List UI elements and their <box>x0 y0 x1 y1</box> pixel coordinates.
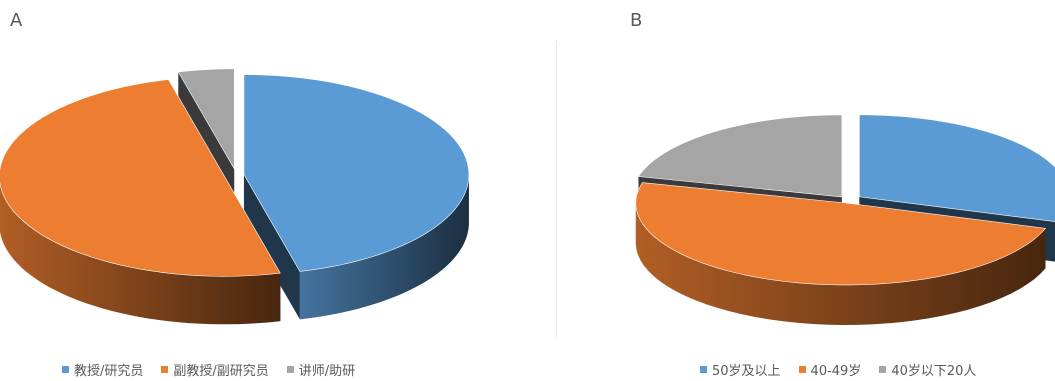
legend-label: 40岁以下20人 <box>891 364 977 379</box>
pie-slice-0 <box>243 74 470 272</box>
legend-label: 讲师/助研 <box>298 364 356 379</box>
panel-label-b: B <box>630 10 643 31</box>
legend-item: 50岁及以上 <box>700 360 781 379</box>
legend-item: 教授/研究员 <box>62 360 143 379</box>
legend-swatch <box>879 366 887 373</box>
pie-a <box>0 68 470 325</box>
pie-b <box>635 114 1055 325</box>
legend-swatch <box>161 366 169 373</box>
legend-b: 50岁及以上 40-49岁 40岁以下20人 <box>700 360 976 379</box>
slice-rim <box>635 202 1046 325</box>
pie-slice-2 <box>177 68 235 170</box>
panel-label-a: A <box>10 10 23 31</box>
legend-item: 40-49岁 <box>798 360 862 379</box>
slice-rim <box>0 183 281 325</box>
panel-divider <box>556 40 557 340</box>
legend-swatch <box>700 366 707 373</box>
legend-swatch <box>62 366 69 373</box>
legend-swatch <box>286 366 294 373</box>
legend-item: 讲师/助研 <box>286 360 356 379</box>
legend-label: 50岁及以上 <box>712 364 781 379</box>
pie-slice-0 <box>859 114 1055 222</box>
pie-slice-1 <box>635 182 1047 286</box>
legend-swatch <box>798 366 806 373</box>
slice-side-face <box>243 174 300 320</box>
legend-a: 教授/研究员 副教授/副研究员 讲师/助研 <box>62 360 355 379</box>
legend-item: 副教授/副研究员 <box>161 360 269 379</box>
legend-label: 40-49岁 <box>810 364 862 379</box>
pie-slice-1 <box>0 79 281 277</box>
legend-label: 教授/研究员 <box>74 364 144 379</box>
pie-slice-2 <box>637 114 843 198</box>
slice-rim <box>299 174 469 320</box>
legend-item: 40岁以下20人 <box>879 360 976 379</box>
legend-label: 副教授/副研究员 <box>173 364 269 379</box>
